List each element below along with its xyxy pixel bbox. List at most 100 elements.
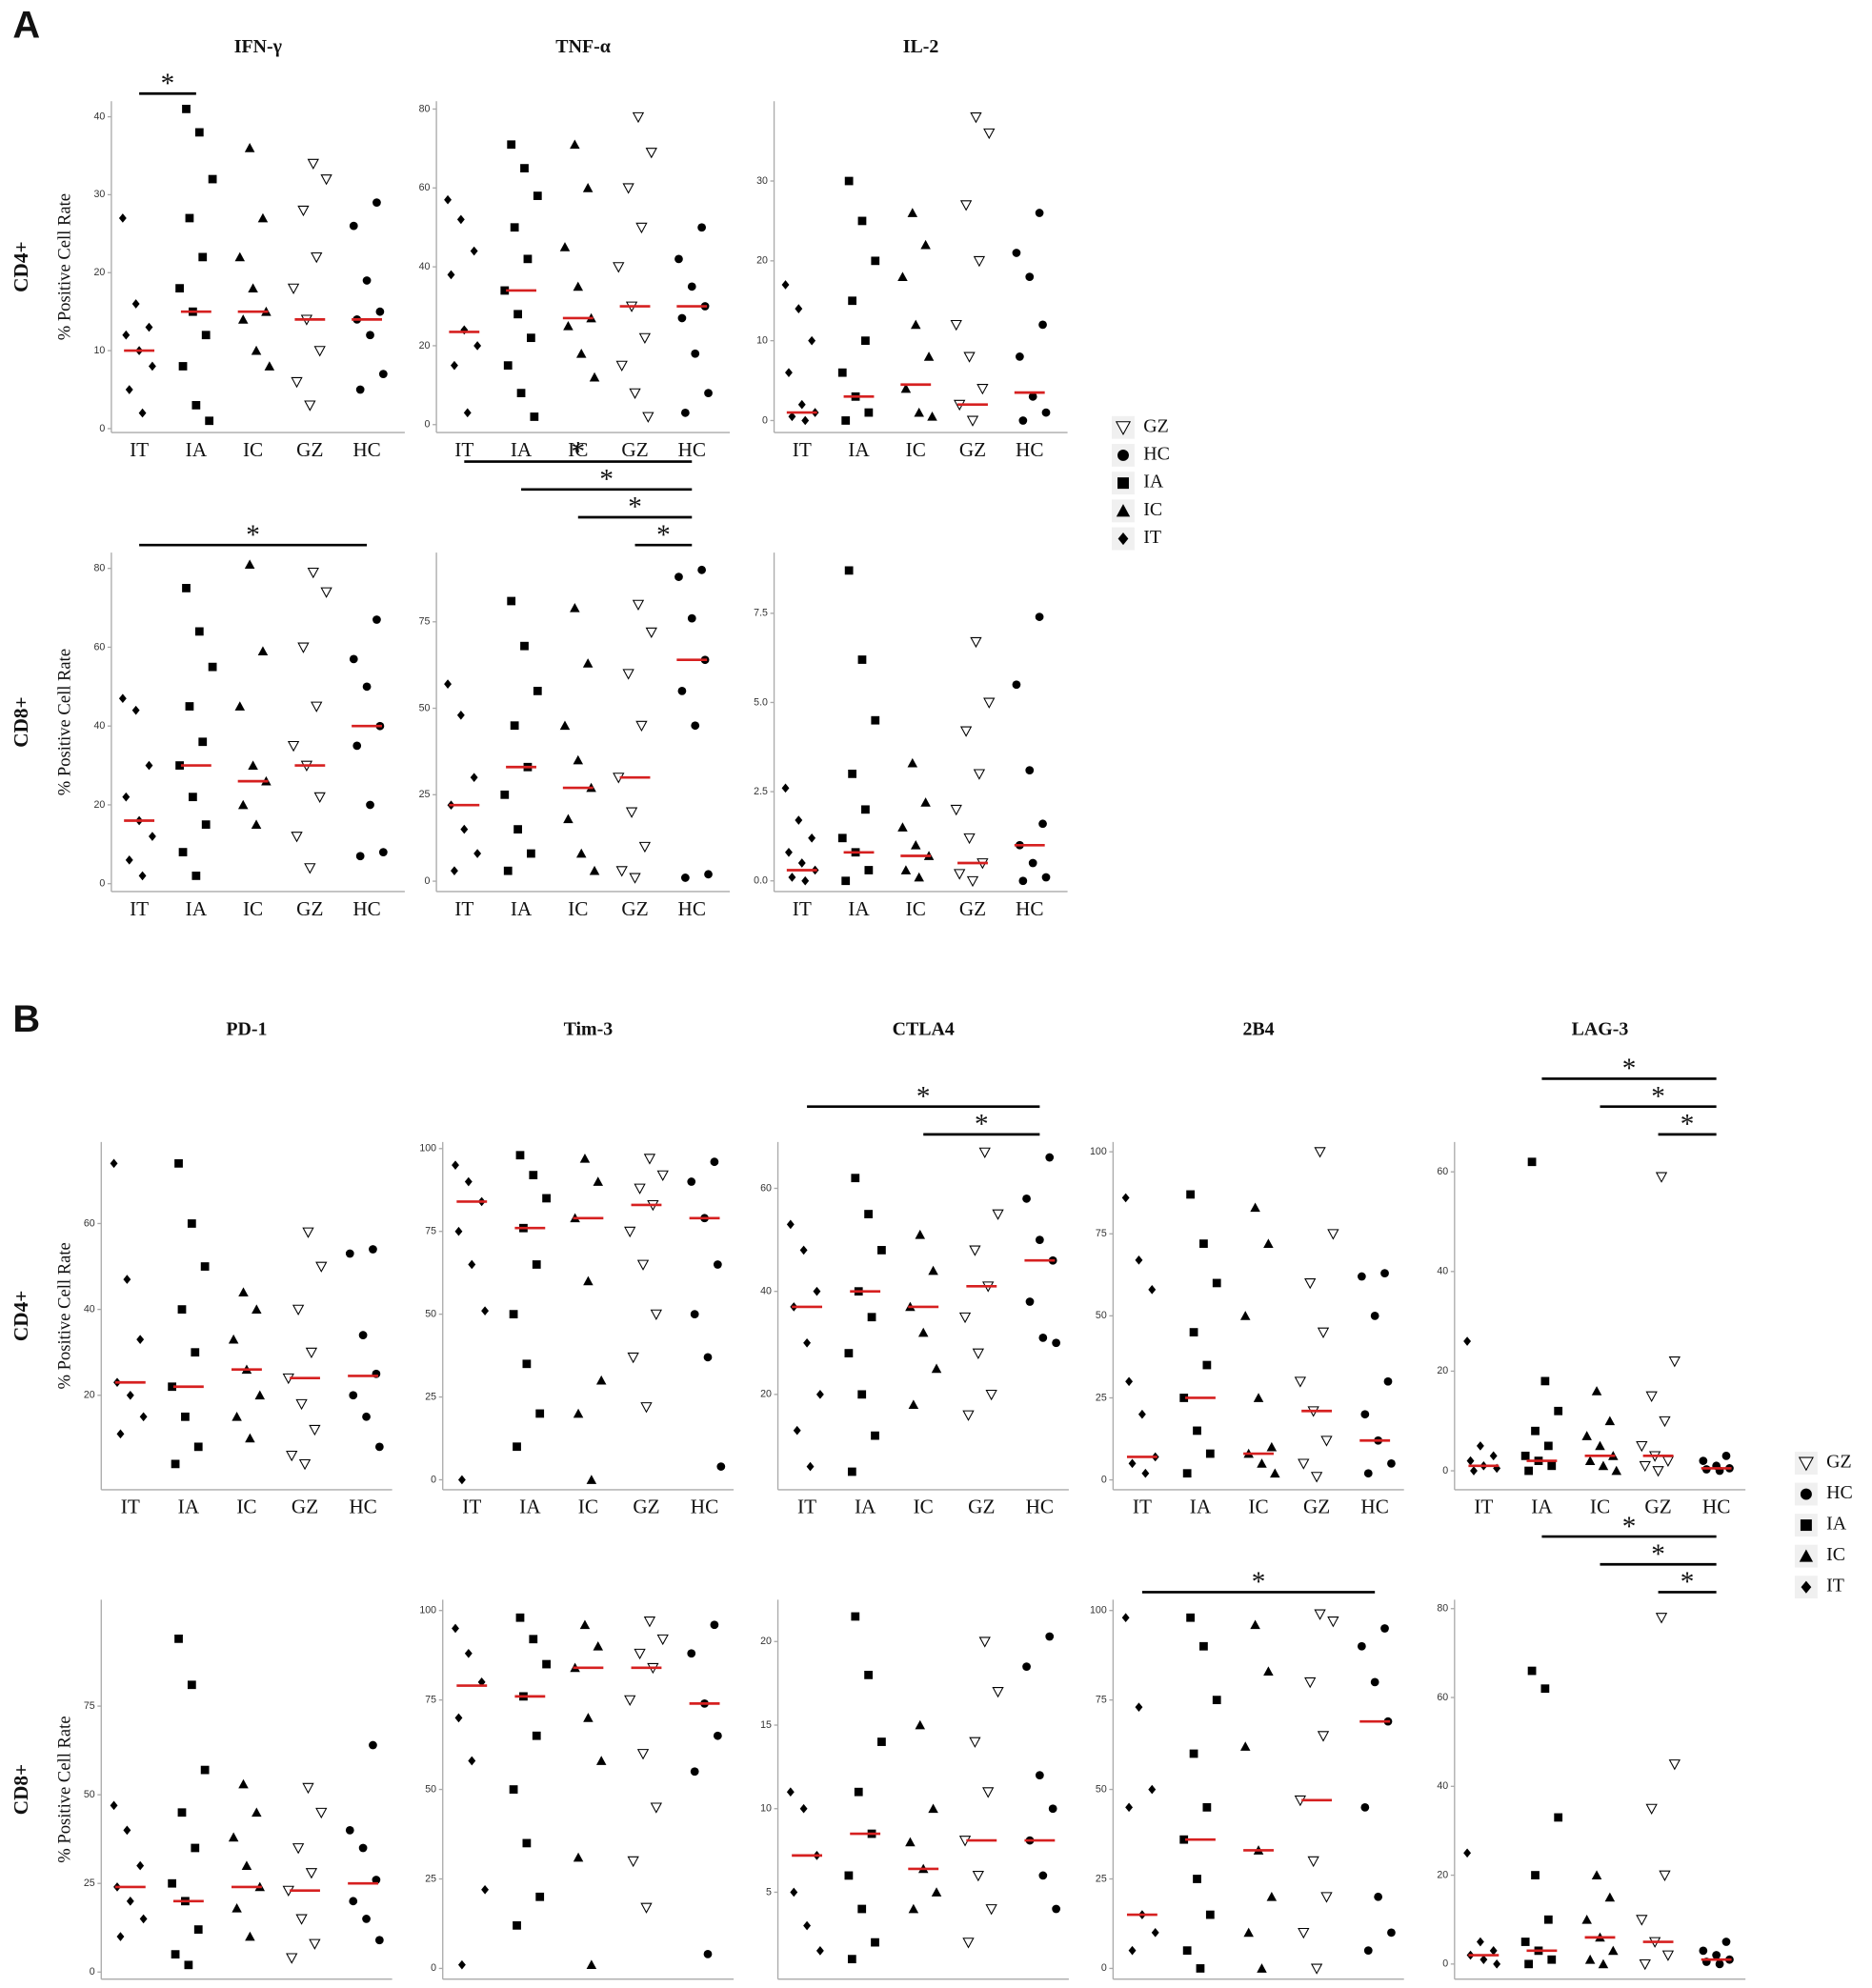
point bbox=[182, 584, 191, 592]
x-tick-label: GZ bbox=[959, 438, 986, 461]
x-tick-label: IA bbox=[519, 1984, 541, 1988]
significance-label: * bbox=[1681, 1567, 1695, 1597]
point bbox=[1035, 209, 1044, 217]
point bbox=[201, 331, 211, 340]
point bbox=[781, 783, 790, 793]
point bbox=[982, 1787, 995, 1798]
x-tick-label: IC bbox=[1248, 1496, 1268, 1518]
point bbox=[452, 1623, 459, 1634]
point bbox=[516, 389, 526, 398]
point bbox=[963, 833, 976, 845]
point bbox=[532, 1731, 541, 1740]
point bbox=[973, 769, 986, 780]
chart-title: PD-1 bbox=[226, 1019, 267, 1040]
point bbox=[529, 1635, 538, 1644]
point bbox=[844, 566, 854, 575]
y-tick-label: 2.5 bbox=[754, 786, 768, 797]
point bbox=[349, 1897, 358, 1906]
point bbox=[1645, 1803, 1658, 1815]
x-tick-label: HC bbox=[1016, 438, 1044, 461]
point bbox=[444, 194, 452, 205]
point bbox=[1018, 416, 1028, 425]
point bbox=[962, 1938, 975, 1949]
point bbox=[257, 646, 269, 655]
point bbox=[193, 1442, 203, 1452]
x-tick-label: IA bbox=[1531, 1984, 1553, 1988]
point bbox=[1489, 1946, 1498, 1956]
x-tick-label: HC bbox=[1702, 1496, 1731, 1518]
point bbox=[175, 761, 184, 770]
point bbox=[510, 721, 519, 731]
x-tick-label: IT bbox=[793, 438, 812, 461]
point bbox=[481, 1306, 490, 1315]
point bbox=[1360, 1410, 1370, 1419]
point bbox=[788, 412, 796, 422]
point bbox=[710, 1620, 719, 1630]
point bbox=[1370, 1677, 1379, 1687]
x-tick-label: IC bbox=[243, 438, 263, 461]
y-tick-label: 20 bbox=[93, 267, 105, 278]
point bbox=[447, 270, 455, 280]
x-tick-label: IC bbox=[236, 1496, 256, 1518]
point bbox=[1531, 1871, 1540, 1879]
point bbox=[237, 314, 249, 324]
point bbox=[513, 1442, 521, 1452]
point bbox=[573, 1852, 584, 1862]
point bbox=[1270, 1468, 1280, 1478]
point bbox=[355, 385, 365, 394]
point bbox=[1659, 1870, 1671, 1881]
point bbox=[582, 183, 594, 192]
significance-label: * bbox=[1681, 1110, 1695, 1140]
point bbox=[848, 296, 856, 306]
y-tick-label: 20 bbox=[760, 1636, 772, 1647]
point bbox=[1028, 392, 1037, 401]
point bbox=[632, 111, 645, 124]
x-tick-label: IT bbox=[130, 897, 149, 920]
point bbox=[1540, 1376, 1550, 1386]
point bbox=[1317, 1731, 1330, 1742]
y-tick-label: 20 bbox=[756, 255, 768, 267]
point bbox=[570, 602, 580, 612]
x-tick-label: IA bbox=[186, 438, 208, 461]
point bbox=[530, 412, 539, 421]
point bbox=[138, 871, 147, 881]
x-tick-label: GZ bbox=[1644, 1984, 1671, 1988]
point bbox=[563, 813, 574, 824]
point bbox=[1699, 1946, 1708, 1956]
point bbox=[1591, 1386, 1602, 1396]
point bbox=[1199, 1239, 1208, 1248]
point bbox=[1547, 1461, 1557, 1471]
x-tick-label: IA bbox=[519, 1496, 541, 1518]
point bbox=[1712, 1951, 1721, 1959]
point bbox=[122, 792, 131, 802]
point bbox=[864, 1670, 873, 1679]
point bbox=[302, 1227, 314, 1238]
point bbox=[1182, 1469, 1192, 1478]
x-tick-label: IC bbox=[568, 897, 588, 920]
point bbox=[375, 307, 385, 316]
point bbox=[1205, 1449, 1215, 1458]
point bbox=[349, 1391, 358, 1400]
point bbox=[177, 1305, 187, 1314]
point bbox=[175, 284, 184, 293]
legend-label: IA bbox=[1143, 472, 1164, 492]
point bbox=[252, 1304, 262, 1314]
point bbox=[464, 1176, 473, 1187]
point bbox=[1052, 1338, 1061, 1348]
x-tick-label: GZ bbox=[621, 897, 648, 920]
point bbox=[790, 1887, 798, 1898]
point bbox=[593, 1176, 604, 1186]
point bbox=[704, 389, 713, 398]
y-tick-label: 7.5 bbox=[754, 608, 768, 619]
point bbox=[513, 310, 522, 319]
x-tick-label: HC bbox=[1026, 1984, 1054, 1988]
point bbox=[1608, 1945, 1619, 1956]
point bbox=[704, 870, 713, 879]
point bbox=[625, 807, 638, 818]
point bbox=[464, 1648, 473, 1658]
x-tick-label: IT bbox=[121, 1496, 140, 1518]
point bbox=[178, 848, 188, 856]
x-tick-label: HC bbox=[1360, 1984, 1389, 1988]
point bbox=[507, 596, 516, 606]
point bbox=[573, 281, 584, 291]
